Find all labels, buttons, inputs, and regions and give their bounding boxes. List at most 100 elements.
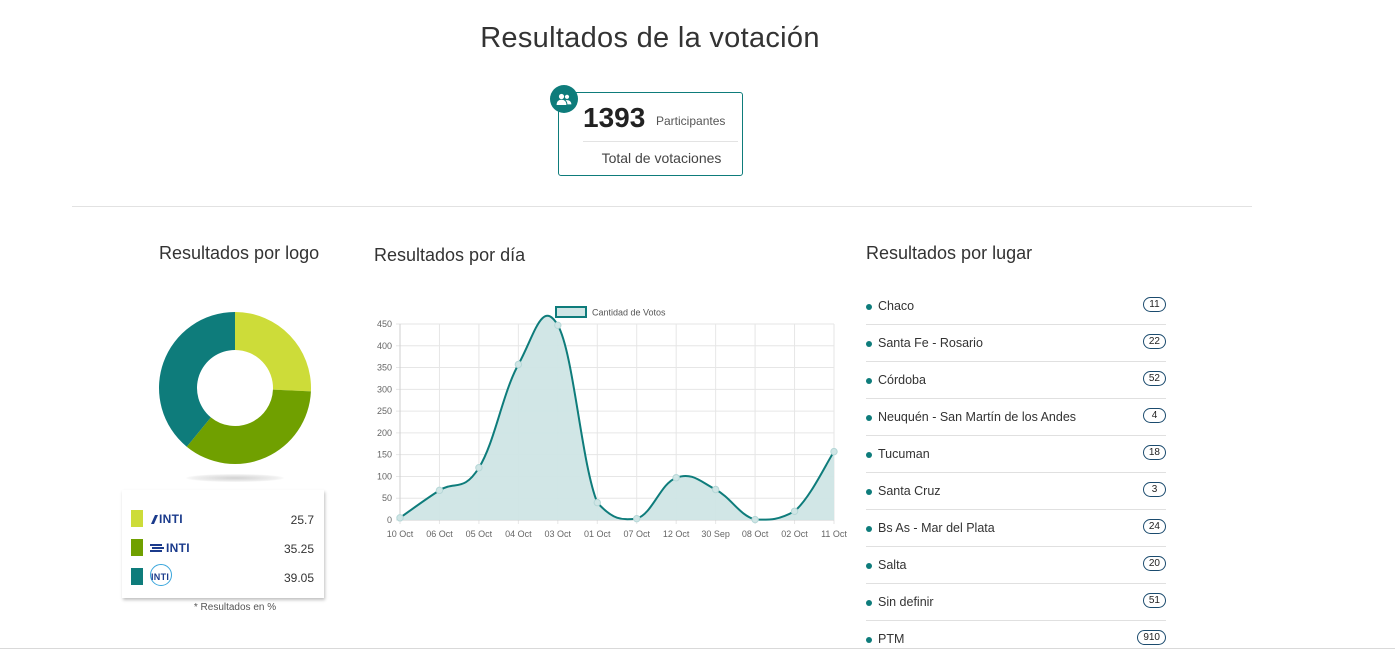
x-tick-label: 30 Sep [701, 529, 730, 539]
list-item: PTM 910 [866, 621, 1166, 652]
section-title-place: Resultados por lugar [866, 243, 1033, 263]
bullet-dot [866, 637, 872, 643]
place-count-badge: 4 [1143, 408, 1166, 423]
place-count-badge: 24 [1142, 519, 1166, 534]
data-point[interactable] [514, 360, 523, 369]
x-tick-label: 01 Oct [584, 529, 611, 539]
data-point[interactable] [593, 498, 601, 507]
y-tick-label: 450 [377, 319, 392, 329]
section-title-logo: Resultados por logo [159, 243, 320, 263]
place-name: Neuquén - San Martín de los Andes [878, 410, 1077, 424]
y-tick-label: 0 [387, 515, 392, 525]
place-name: Bs As - Mar del Plata [878, 521, 995, 535]
section-title-day: Resultados por día [374, 245, 526, 265]
series-area-fill [400, 315, 834, 520]
list-item: Tucuman 18 [866, 436, 1166, 473]
list-item: Neuquén - San Martín de los Andes 4 [866, 399, 1166, 436]
place-name: Tucuman [878, 447, 930, 461]
legend-label[interactable]: Cantidad de Votos [592, 308, 666, 318]
legend-value: 25.7 [290, 513, 314, 527]
inti-logo-3: INTI [150, 564, 172, 586]
place-count-badge: 3 [1143, 482, 1166, 497]
place-name: Sin definir [878, 595, 934, 609]
bullet-dot [866, 489, 872, 495]
legend-swatch [131, 510, 143, 527]
data-point[interactable] [830, 447, 838, 456]
place-count-badge: 22 [1142, 334, 1166, 349]
total-votes-label: Total de votaciones [601, 150, 722, 166]
y-tick-label: 350 [377, 363, 392, 373]
donut-shadow [186, 474, 284, 482]
place-count-badge: 52 [1142, 371, 1166, 386]
list-item: Córdoba 52 [866, 362, 1166, 399]
total-votes-card: 1393 Participantes Total de votaciones [550, 85, 743, 176]
y-tick-label: 100 [377, 471, 392, 481]
legend-row-logo-3: INTI 39.05 [122, 564, 324, 589]
card-divider [583, 141, 738, 142]
bullet-dot [866, 563, 872, 569]
inti-logo-1: INTI [150, 511, 183, 527]
list-item: Salta 20 [866, 547, 1166, 584]
data-point[interactable] [435, 486, 444, 495]
data-point[interactable] [396, 514, 404, 522]
inti-logo-2: INTI [150, 540, 190, 556]
data-point[interactable] [554, 321, 562, 330]
place-name: Santa Cruz [878, 484, 941, 498]
legend-swatch [131, 568, 143, 585]
users-icon [550, 85, 578, 113]
data-point[interactable] [790, 507, 799, 515]
bullet-dot [866, 600, 872, 606]
data-point[interactable] [475, 464, 483, 472]
logo-donut-chart[interactable] [157, 310, 313, 466]
x-tick-label: 06 Oct [426, 529, 453, 539]
x-tick-label: 04 Oct [505, 529, 532, 539]
donut-slice[interactable] [235, 312, 311, 392]
place-count-badge: 51 [1142, 593, 1166, 608]
legend-row-logo-1: INTI 25.7 [122, 507, 324, 531]
x-tick-label: 05 Oct [466, 529, 493, 539]
x-tick-label: 11 Oct [821, 529, 847, 539]
data-point[interactable] [633, 514, 641, 523]
x-tick-label: 08 Oct [742, 529, 769, 539]
bullet-dot [866, 304, 872, 310]
place-results-list: Chaco 11 Santa Fe - Rosario 22 Córdoba 52 Neuq… [866, 288, 1166, 652]
data-point[interactable] [672, 474, 680, 482]
place-name: Córdoba [878, 373, 926, 387]
daily-votes-chart[interactable]: 0 50 100 150 200 250 300 350 400 450 10 Oct 06 Oct 0… [362, 296, 852, 546]
section-divider [72, 206, 1252, 207]
list-item: Santa Cruz 3 [866, 473, 1166, 510]
place-name: Salta [878, 558, 907, 572]
list-item: Sin definir 51 [866, 584, 1166, 621]
y-tick-label: 300 [377, 384, 392, 394]
y-tick-label: 50 [382, 493, 392, 503]
participants-label: Participantes [656, 114, 726, 128]
legend-swatch [131, 539, 143, 556]
page-bottom-border [0, 648, 1395, 649]
x-tick-label: 12 Oct [663, 529, 690, 539]
place-count-badge: 18 [1142, 445, 1166, 460]
participants-count: 1393 [583, 102, 646, 133]
y-tick-label: 200 [377, 428, 392, 438]
list-item: Bs As - Mar del Plata 24 [866, 510, 1166, 547]
x-tick-label: 03 Oct [545, 529, 572, 539]
y-tick-label: 400 [377, 341, 392, 351]
bullet-dot [866, 378, 872, 384]
list-item: Chaco 11 [866, 288, 1166, 325]
place-name: Santa Fe - Rosario [878, 336, 983, 350]
list-item: Santa Fe - Rosario 22 [866, 325, 1166, 362]
donut-slice[interactable] [186, 389, 311, 464]
data-point[interactable] [751, 515, 759, 524]
donut-slice[interactable] [159, 312, 235, 447]
legend-swatch[interactable] [555, 306, 587, 318]
bullet-dot [866, 415, 872, 421]
bullet-dot [866, 341, 872, 347]
legend-row-logo-2: INTI 35.25 [122, 536, 324, 560]
data-point[interactable] [711, 485, 720, 494]
logo-legend: INTI 25.7 INTI 35.25 INTI 39.05 [122, 490, 324, 598]
y-tick-label: 250 [377, 406, 392, 416]
legend-value: 35.25 [283, 542, 314, 556]
x-tick-label: 10 Oct [387, 529, 414, 539]
place-count-badge: 20 [1142, 556, 1166, 571]
legend-value: 39.05 [283, 571, 314, 585]
x-tick-label: 02 Oct [781, 529, 808, 539]
